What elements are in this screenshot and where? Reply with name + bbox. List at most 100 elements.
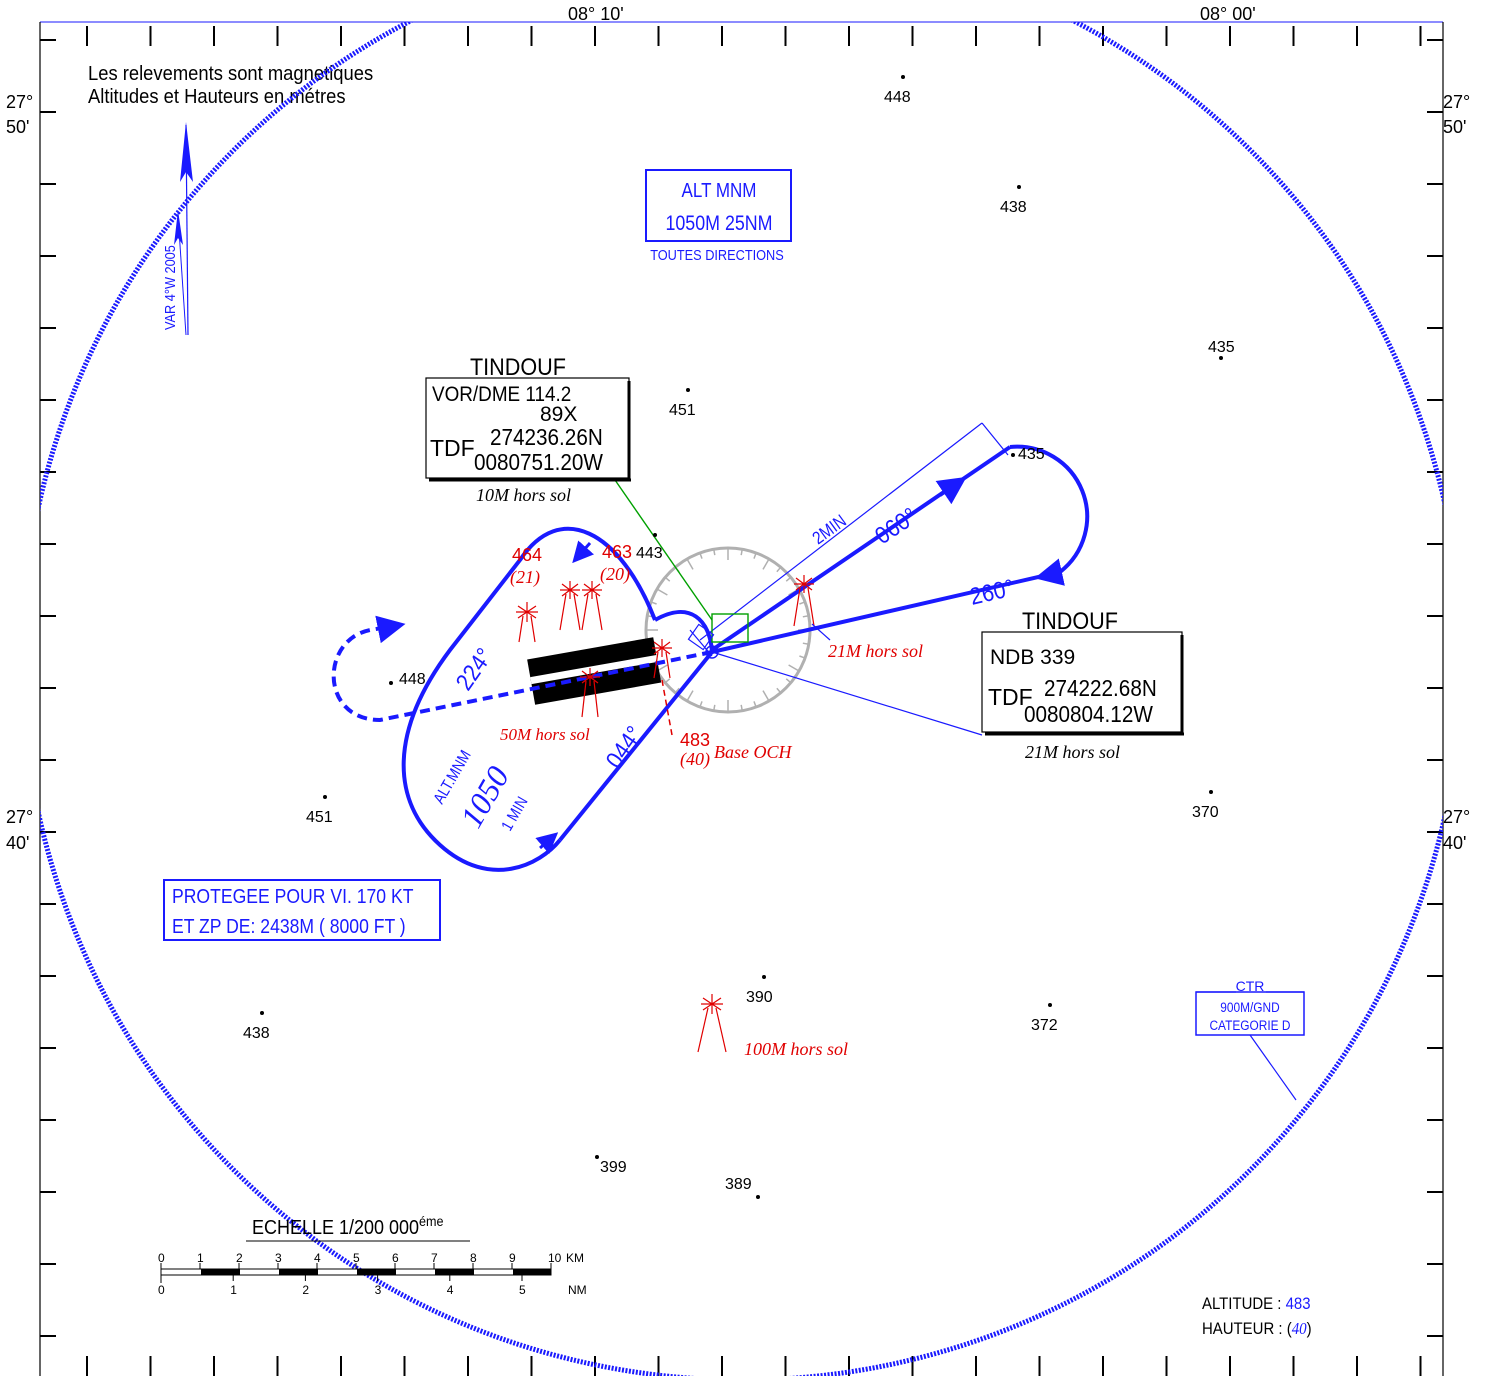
vor-type-frequency: VOR/DME 114.2 [432,383,571,406]
scale-title-suffix: éme [419,1213,443,1229]
compass-tick [776,687,782,694]
compass-tick [799,601,806,605]
compass-tick [699,552,703,559]
spot-height: 438 [1000,185,1027,216]
compass-tick [788,664,800,672]
scale-km-unit: KM [566,1251,584,1265]
procedure-track-224: 224° [450,643,498,695]
spot-height-label: 438 [1000,199,1027,216]
spot-height-label: 435 [1018,446,1045,463]
compass-tick [686,690,694,702]
ndb-height-note: 21M hors sol [1025,742,1120,762]
compass-tick [802,615,809,618]
compass-tick [802,642,809,645]
scale-km-label: 6 [392,1251,399,1265]
vor-info-box: TINDOUF VOR/DME 114.2 89X TDF 274236.26N… [425,353,631,482]
spot-height: 451 [669,388,696,419]
ndb-longitude: 0080804.12W [1024,701,1153,727]
scale-bar: ECHELLE 1/200 000éme 0 1 2 3 4 5 6 7 8 9 10 0 1 2 3 4 5… [158,1213,587,1297]
msa-box-directions: TOUTES DIRECTIONS [650,246,784,263]
obstacle-464-altitude: 464 [512,545,542,565]
holding-pattern [331,422,1090,872]
compass-tick [762,558,770,570]
holding-inbound-track: 060° [870,502,922,550]
legend: ALTITUDE : 483 HAUTEUR : (40) [1202,1295,1312,1338]
latitude-top-left-min: 50' [6,117,29,137]
latitude-bottom-left-min: 40' [6,833,29,853]
note-magnetic-bearings: Les relevements sont magnetiques [88,63,373,85]
spot-height: 435 [1208,339,1235,360]
holding-outbound-track: 260° [967,573,1017,610]
runway [527,637,662,705]
spot-height: 370 [1192,790,1219,821]
ctr-category: CATEGORIE D [1209,1017,1290,1033]
legend-altitude-label: ALTITUDE : [1202,1295,1281,1313]
obstacle-21m-note: 21M hors sol [828,641,923,661]
spot-height: 448 [389,671,426,688]
vor-symbol-icon [614,479,749,643]
vor-latitude: 274236.26N [490,424,603,450]
compass-tick [664,678,671,684]
scale-nm-label: 3 [375,1283,382,1297]
compass-tick [740,549,743,556]
compass-tick [785,576,792,582]
holding-leg-time: 2MIN [808,510,850,548]
scale-km-label: 3 [275,1251,282,1265]
compass-tick [753,552,757,559]
compass-tick [686,558,694,570]
msa-box-altitude: 1050M 25NM [665,212,772,236]
obstacle-icons [516,575,831,1053]
spot-height-label: 435 [1208,339,1235,356]
legend-altitude: ALTITUDE : 483 [1202,1295,1311,1313]
legend-hauteur-value: 40 [1292,1320,1307,1338]
spot-height-label: 372 [1031,1017,1058,1034]
spot-heights: 448 438 435 451 435 443 448 451 370 390 … [243,75,1235,1199]
base-och-label: Base OCH [714,742,792,762]
msa-box-title: ALT MNM [682,179,757,202]
procedure-track-044: 044° [600,721,648,773]
vor-ident: TDF [430,435,475,461]
compass-tick [740,704,743,711]
scale-nm-label: 1 [230,1283,237,1297]
obstacle-483-altitude: 483 [680,730,710,750]
scale-nm-label: 4 [447,1283,454,1297]
protection-altitude: ET ZP DE: 2438M ( 8000 FT ) [172,915,406,937]
scale-km-label: 1 [197,1251,204,1265]
spot-height-label: 399 [600,1159,627,1176]
spot-height-label: 389 [725,1176,752,1193]
variation-arrow-icon [174,122,193,336]
obstacle-100m-note: 100M hors sol [744,1039,848,1059]
legend-hauteur-close: ) [1307,1320,1312,1338]
scale-km-label: 4 [314,1251,321,1265]
scale-km-label: 5 [353,1251,360,1265]
compass-tick [674,687,680,694]
latitude-bottom-left-deg: 27° [6,807,33,827]
legend-hauteur: HAUTEUR : (40) [1202,1320,1312,1338]
ctr-limits: 900M/GND [1220,999,1279,1015]
obstacle-463-altitude: 463 [602,542,632,562]
compass-tick [799,655,806,659]
longitude-right-label: 08° 00' [1200,4,1256,24]
spot-height: 390 [746,975,773,1006]
protection-speed: PROTEGEE POUR VI. 170 KT [172,885,414,907]
scale-km-label: 8 [470,1251,477,1265]
vor-channel: 89X [540,403,577,426]
spot-height-label: 451 [306,809,333,826]
protection-box: PROTEGEE POUR VI. 170 KT ET ZP DE: 2438M… [163,879,441,941]
spot-height: 451 [306,795,333,826]
obstacle-50m-note: 50M hors sol [500,725,590,744]
longitude-left-label: 08° 10' [568,4,624,24]
ctr-title: CTR [1236,978,1265,994]
scale-nm-label: 0 [158,1283,165,1297]
legend-hauteur-label: HAUTEUR : [1202,1320,1283,1338]
scale-nm-label: 5 [519,1283,526,1297]
ctr-box: CTR 900M/GND CATEGORIE D [1195,978,1305,1101]
spot-height-label: 451 [669,402,696,419]
vor-longitude: 0080751.20W [474,449,603,475]
legend-hauteur-open: ( [1287,1320,1293,1338]
spot-height: 438 [243,1011,270,1042]
spot-height: 443 [636,533,663,562]
obstacle-463-height: (20) [600,564,630,585]
spot-height: 372 [1031,1003,1058,1034]
